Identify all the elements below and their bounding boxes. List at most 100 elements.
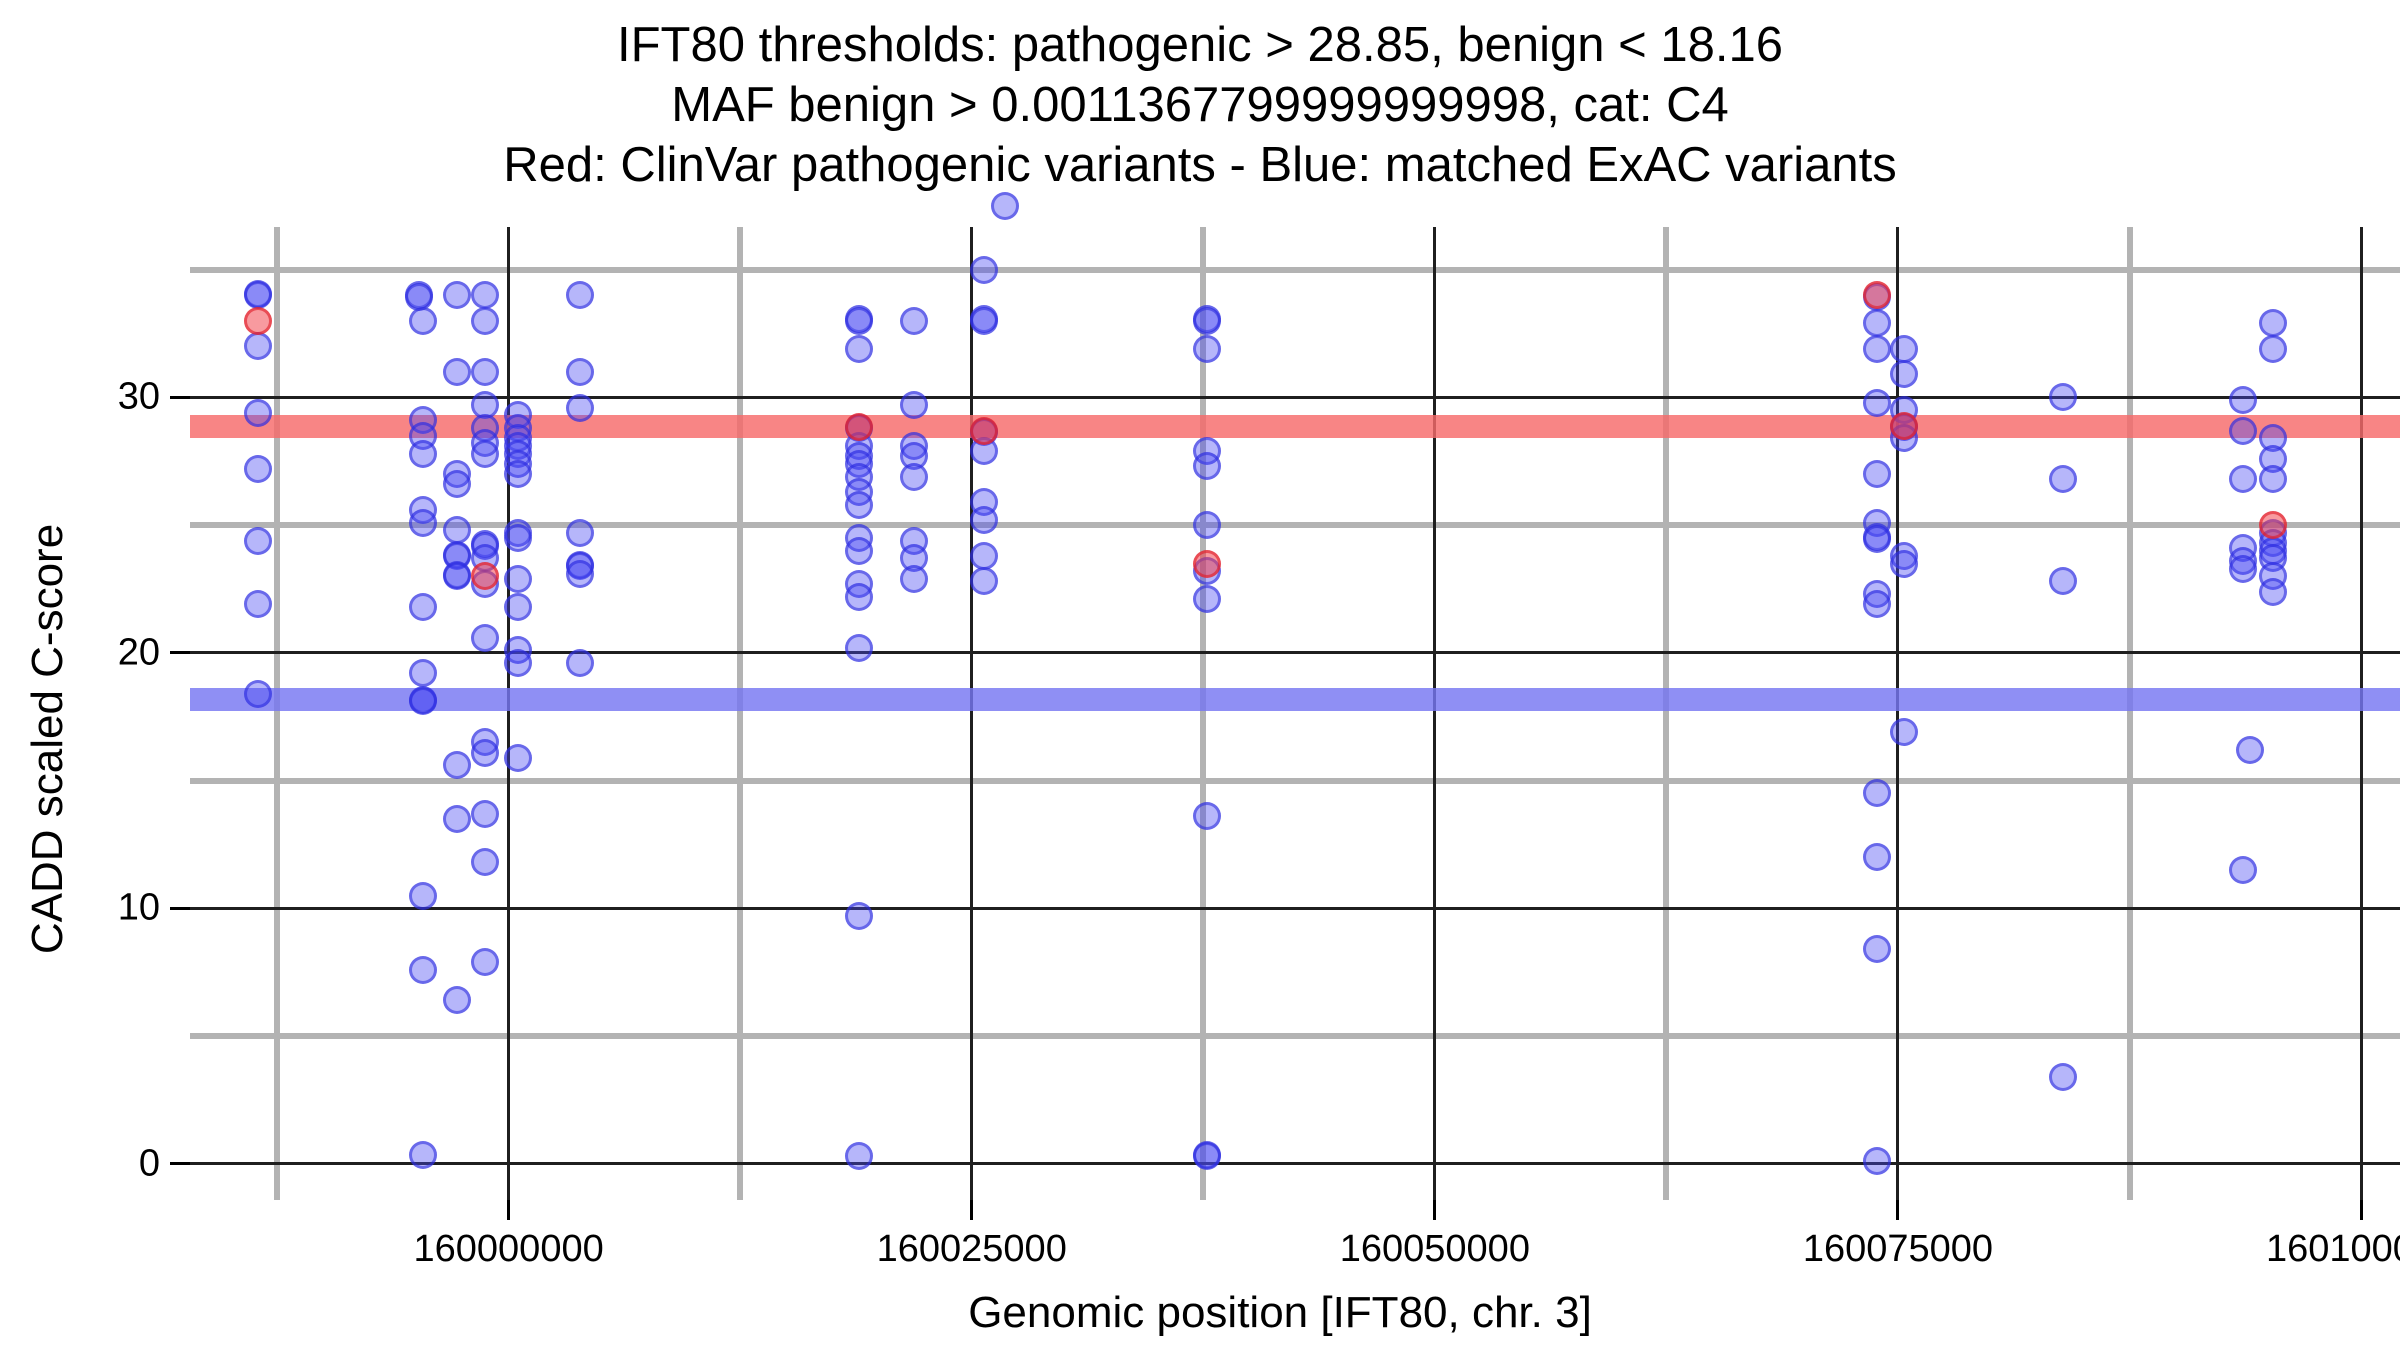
exac-variant-point — [565, 357, 594, 386]
x-major-gridline — [1896, 227, 1900, 1200]
exac-variant-point — [243, 332, 272, 361]
x-tick-label: 160075000 — [1802, 1228, 1994, 1270]
chart-title-line-3: Red: ClinVar pathogenic variants - Blue:… — [503, 138, 1897, 192]
exac-variant-point — [503, 523, 532, 552]
pathogenic-variant-point — [969, 416, 998, 445]
exac-variant-point — [565, 649, 594, 678]
exac-variant-point — [844, 1142, 873, 1171]
exac-variant-point — [503, 592, 532, 621]
x-major-gridline — [507, 227, 511, 1200]
x-major-gridline — [2359, 227, 2363, 1200]
exac-variant-point — [1192, 1142, 1221, 1171]
exac-variant-point — [471, 357, 500, 386]
exac-variant-point — [2049, 465, 2078, 494]
exac-variant-point — [1863, 309, 1892, 338]
exac-variant-point — [442, 805, 471, 834]
exac-variant-point — [243, 281, 272, 310]
exac-variant-point — [442, 986, 471, 1015]
x-minor-gridline — [1200, 227, 1207, 1200]
x-minor-gridline — [737, 227, 744, 1200]
exac-variant-point — [2229, 416, 2258, 445]
exac-variant-point — [2229, 465, 2258, 494]
x-major-gridline — [1433, 227, 1437, 1200]
x-minor-gridline — [1663, 227, 1670, 1200]
exac-variant-point — [409, 439, 438, 468]
pathogenic-threshold-band — [190, 415, 2400, 439]
y-major-gridline — [190, 395, 2400, 399]
exac-variant-point — [2259, 309, 2288, 338]
y-tick-label: 20 — [117, 631, 160, 674]
exac-variant-point — [899, 391, 928, 420]
y-tick-label: 30 — [117, 375, 160, 418]
exac-variant-point — [503, 460, 532, 489]
y-minor-gridline — [190, 1033, 2400, 1040]
exac-variant-point — [565, 518, 594, 547]
x-tick-label: 160100000 — [2265, 1228, 2400, 1270]
exac-variant-point — [1863, 590, 1892, 619]
exac-variant-point — [409, 687, 438, 716]
x-axis-tick — [1896, 1200, 1900, 1220]
exac-variant-point — [243, 526, 272, 555]
exac-variant-point — [471, 623, 500, 652]
exac-variant-point — [1863, 1147, 1892, 1176]
x-minor-gridline — [274, 227, 281, 1200]
exac-variant-point — [844, 633, 873, 662]
exac-variant-point — [2229, 385, 2258, 414]
exac-variant-point — [1890, 718, 1919, 747]
exac-variant-point — [899, 306, 928, 335]
exac-variant-point — [471, 306, 500, 335]
x-tick-label: 160025000 — [876, 1228, 1067, 1270]
exac-variant-point — [243, 454, 272, 483]
exac-variant-point — [1890, 334, 1919, 363]
y-minor-gridline — [190, 777, 2400, 784]
exac-variant-point — [471, 738, 500, 767]
exac-variant-point — [503, 564, 532, 593]
exac-variant-point — [409, 881, 438, 910]
y-axis-tick — [170, 1162, 190, 1166]
chart-title-line-2: MAF benign > 0.0011367799999999998, cat:… — [671, 78, 1729, 132]
exac-variant-point — [442, 562, 471, 591]
x-tick-label: 160050000 — [1339, 1228, 1530, 1270]
pathogenic-variant-point — [1863, 281, 1892, 310]
exac-variant-point — [1890, 360, 1919, 389]
pathogenic-variant-point — [1890, 411, 1919, 440]
exac-variant-point — [1192, 452, 1221, 481]
exac-variant-point — [442, 357, 471, 386]
exac-variant-point — [1192, 306, 1221, 335]
x-axis-tick — [1433, 1200, 1437, 1220]
exac-variant-point — [969, 506, 998, 535]
exac-variant-point — [844, 306, 873, 335]
benign-threshold-band — [190, 688, 2400, 712]
exac-variant-point — [2229, 554, 2258, 583]
exac-variant-point — [1192, 585, 1221, 614]
x-axis-tick — [2359, 1200, 2363, 1220]
exac-variant-point — [1192, 511, 1221, 540]
x-minor-gridline — [2126, 227, 2133, 1200]
exac-variant-point — [243, 590, 272, 619]
y-major-gridline — [190, 651, 2400, 655]
y-major-gridline — [190, 906, 2400, 910]
exac-variant-point — [1863, 388, 1892, 417]
exac-variant-point — [1863, 525, 1892, 554]
exac-variant-point — [409, 1141, 438, 1170]
exac-variant-point — [503, 743, 532, 772]
exac-variant-point — [2229, 856, 2258, 885]
exac-variant-point — [409, 659, 438, 688]
y-minor-gridline — [190, 522, 2400, 529]
exac-variant-point — [899, 564, 928, 593]
pathogenic-variant-point — [243, 306, 272, 335]
y-minor-gridline — [190, 266, 2400, 273]
pathogenic-variant-point — [844, 412, 873, 441]
exac-variant-point — [409, 508, 438, 537]
exac-variant-point — [2236, 736, 2265, 765]
exac-variant-point — [565, 393, 594, 422]
exac-variant-point — [1863, 460, 1892, 489]
exac-variant-point — [2259, 577, 2288, 606]
exac-variant-point — [409, 955, 438, 984]
y-axis-tick — [170, 395, 190, 399]
pathogenic-variant-point — [2259, 511, 2288, 540]
exac-variant-point — [990, 191, 1019, 220]
exac-variant-point — [404, 282, 433, 311]
exac-variant-point — [969, 306, 998, 335]
